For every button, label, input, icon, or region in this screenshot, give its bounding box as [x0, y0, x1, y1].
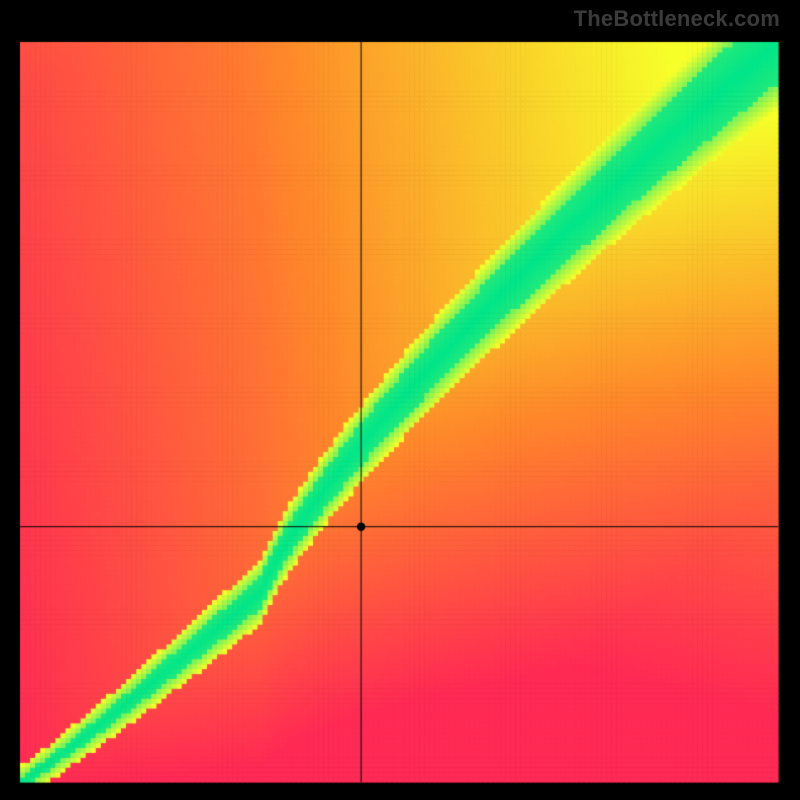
- chart-container: TheBottleneck.com: [0, 0, 800, 800]
- bottleneck-heatmap: [0, 0, 800, 800]
- watermark-label: TheBottleneck.com: [574, 6, 780, 32]
